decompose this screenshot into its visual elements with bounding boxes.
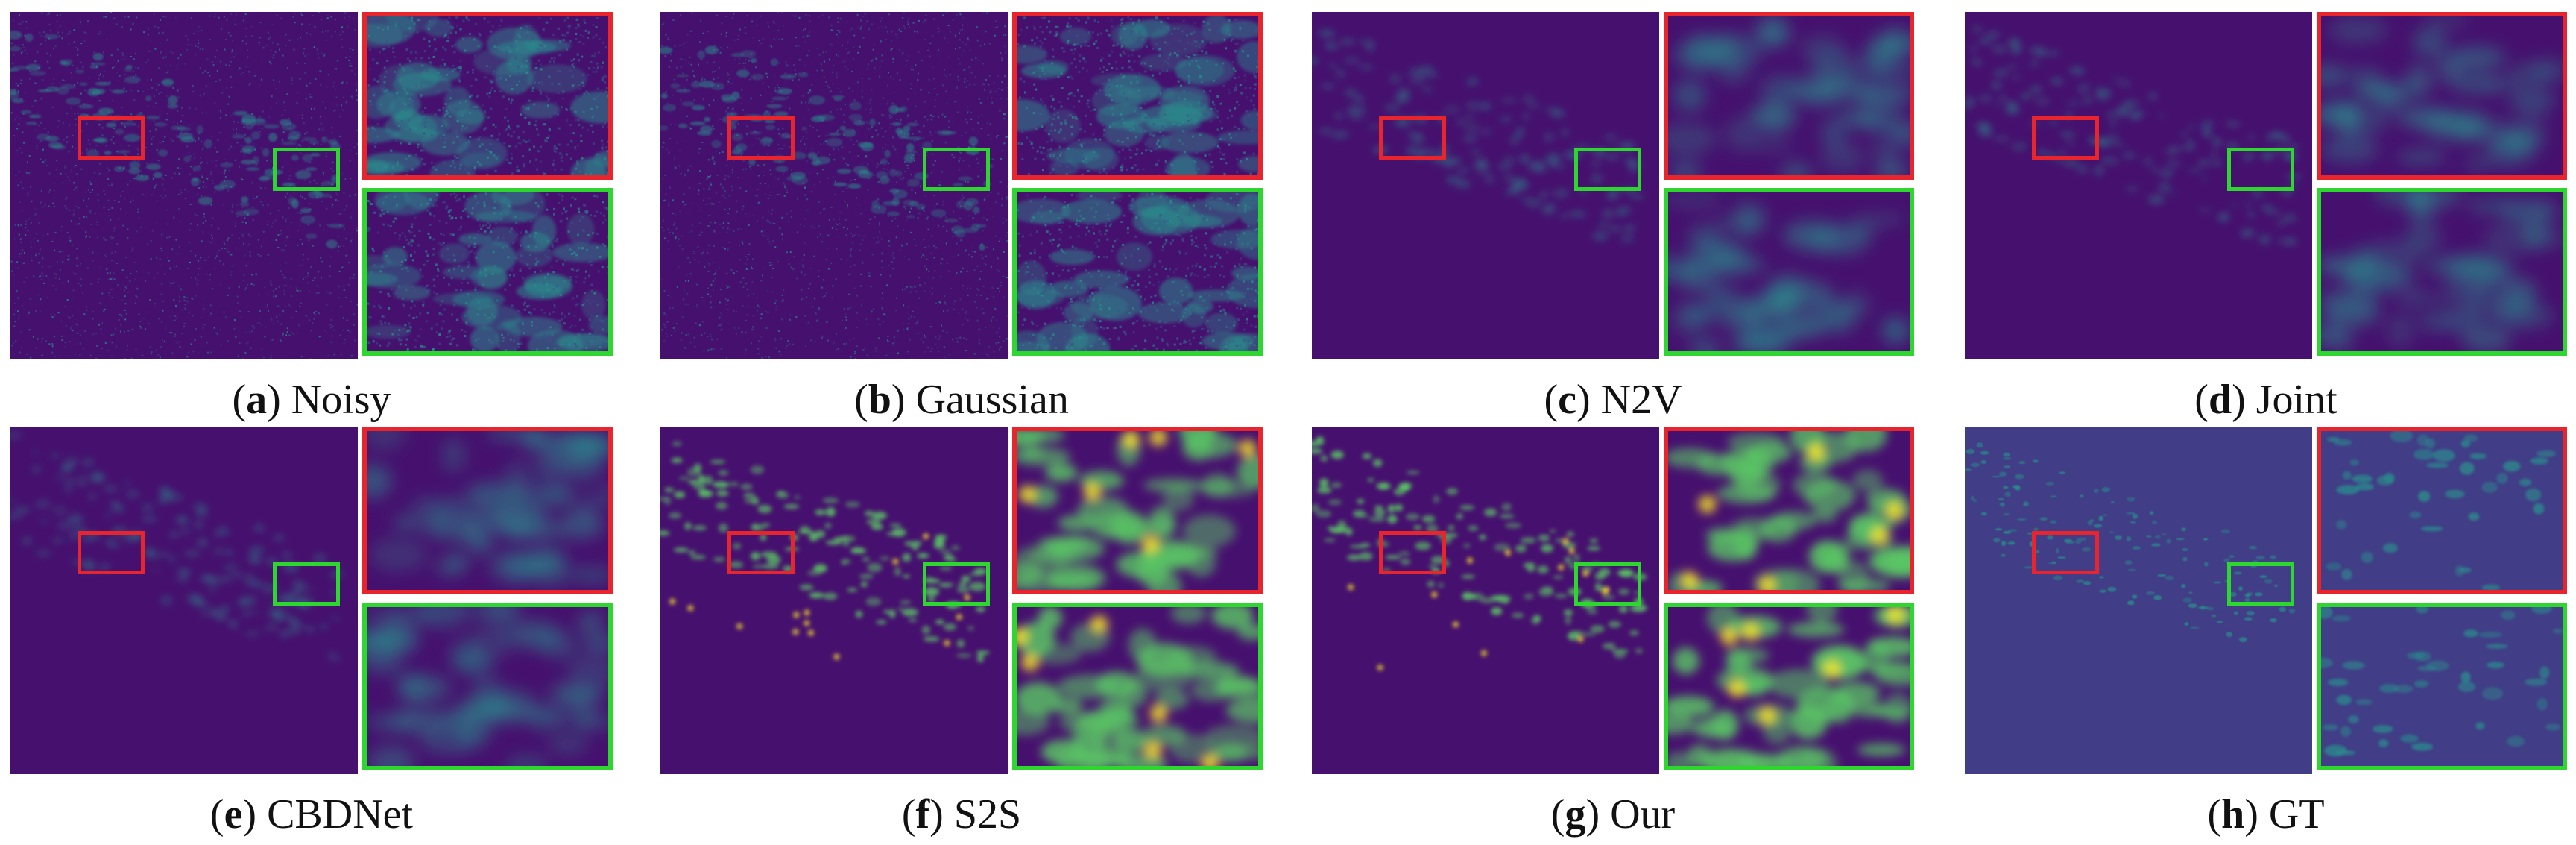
- zoom-red-inset: [2317, 427, 2567, 594]
- caption-letter: c: [1558, 377, 1576, 423]
- caption-letter: d: [2208, 377, 2232, 423]
- roi-red-box: [727, 116, 795, 160]
- caption-label: CBDNet: [267, 791, 414, 838]
- zoom-red-inset: [362, 427, 613, 594]
- panel-c: (c) N2V: [1312, 12, 1923, 430]
- panel-h: (h) GT: [1965, 427, 2576, 844]
- caption-label: Gaussian: [915, 377, 1069, 423]
- panel-caption: (f) S2S: [901, 791, 1022, 838]
- panel-g: (g) Our: [1312, 427, 1923, 844]
- zoom-green-inset: [1664, 603, 1914, 770]
- panel-d: (d) Joint: [1965, 12, 2576, 430]
- main-image: [1965, 427, 2312, 774]
- caption-letter: g: [1565, 791, 1586, 838]
- zoom-red-inset: [1012, 12, 1263, 180]
- roi-red-box: [727, 531, 795, 574]
- caption-letter: e: [224, 791, 243, 838]
- zoom-green-inset: [1012, 188, 1263, 356]
- caption-label: Joint: [2255, 377, 2337, 423]
- roi-green-box: [923, 148, 990, 191]
- caption-label: GT: [2268, 791, 2325, 838]
- panel-caption: (d) Joint: [2194, 377, 2337, 423]
- main-image: [10, 427, 358, 774]
- zoom-green-inset: [2317, 188, 2567, 356]
- main-image: [1965, 12, 2312, 359]
- caption-letter: a: [246, 377, 268, 423]
- roi-red-box: [1379, 116, 1446, 160]
- zoom-green-inset: [1012, 603, 1263, 770]
- roi-green-box: [1574, 148, 1641, 191]
- panel-a: (a) Noisy: [10, 12, 622, 430]
- panel-caption: (g) Our: [1550, 791, 1676, 838]
- zoom-green-inset: [362, 188, 613, 356]
- zoom-green-inset: [1664, 188, 1914, 356]
- roi-red-box: [2032, 116, 2099, 160]
- zoom-red-inset: [1664, 12, 1914, 180]
- roi-green-box: [2227, 148, 2294, 191]
- main-image: [660, 12, 1008, 359]
- zoom-red-inset: [1012, 427, 1263, 594]
- roi-red-box: [2032, 531, 2099, 574]
- panel-caption: (e) CBDNet: [209, 791, 414, 838]
- main-image: [10, 12, 358, 359]
- roi-red-box: [1379, 531, 1446, 574]
- caption-letter: h: [2221, 791, 2245, 838]
- zoom-green-inset: [2317, 603, 2567, 770]
- caption-label: Noisy: [291, 377, 391, 423]
- zoom-red-inset: [1664, 427, 1914, 594]
- caption-label: N2V: [1600, 377, 1682, 423]
- roi-green-box: [273, 562, 340, 606]
- main-image: [1312, 12, 1659, 359]
- panel-caption: (b) Gaussian: [854, 377, 1069, 423]
- panel-caption: (h) GT: [2207, 791, 2325, 838]
- roi-green-box: [2227, 562, 2294, 606]
- zoom-green-inset: [362, 603, 613, 770]
- caption-letter: f: [915, 791, 930, 838]
- panel-caption: (a) Noisy: [232, 377, 391, 423]
- caption-label: S2S: [953, 791, 1022, 838]
- roi-green-box: [923, 562, 990, 606]
- zoom-red-inset: [362, 12, 613, 180]
- panel-caption: (c) N2V: [1544, 377, 1682, 423]
- panel-b: (b) Gaussian: [660, 12, 1272, 430]
- main-image: [1312, 427, 1659, 774]
- panel-e: (e) CBDNet: [10, 427, 622, 844]
- roi-red-box: [78, 116, 145, 160]
- roi-red-box: [78, 531, 145, 574]
- caption-letter: b: [868, 377, 891, 423]
- roi-green-box: [1574, 562, 1641, 606]
- main-image: [660, 427, 1008, 774]
- panel-f: (f) S2S: [660, 427, 1272, 844]
- roi-green-box: [273, 148, 340, 191]
- caption-label: Our: [1610, 791, 1676, 838]
- zoom-red-inset: [2317, 12, 2567, 180]
